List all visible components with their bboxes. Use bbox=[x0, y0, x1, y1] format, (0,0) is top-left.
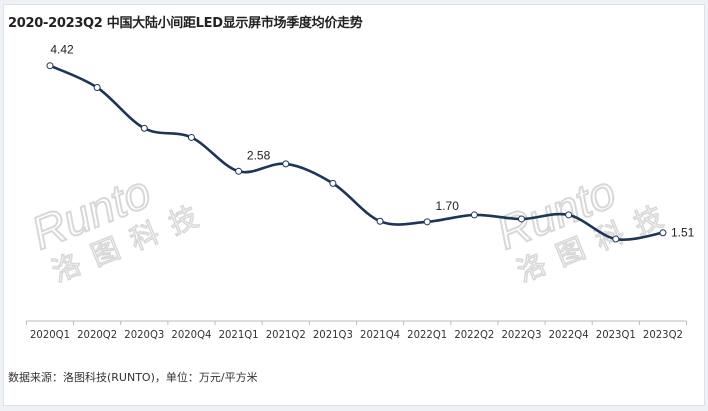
data-point-2021Q1 bbox=[235, 167, 243, 175]
x-tick-label: 2020Q4 bbox=[171, 328, 211, 341]
x-tick-label: 2020Q1 bbox=[30, 328, 70, 341]
data-point-2020Q4 bbox=[187, 133, 195, 141]
data-point-2022Q4 bbox=[565, 211, 573, 219]
x-tick-label: 2021Q2 bbox=[266, 328, 306, 341]
data-point-2023Q2 bbox=[659, 229, 667, 237]
chart-card bbox=[3, 4, 705, 406]
data-point-2020Q3 bbox=[140, 124, 148, 132]
data-source-note: 数据来源：洛图科技(RUNTO)，单位：万元/平方米 bbox=[8, 371, 258, 384]
x-tick-label: 2022Q1 bbox=[407, 328, 447, 341]
data-point-2020Q2 bbox=[93, 84, 101, 92]
x-tick-label: 2021Q3 bbox=[313, 328, 353, 341]
data-label: 2.58 bbox=[247, 148, 271, 162]
x-tick-label: 2021Q4 bbox=[360, 328, 400, 341]
data-label: 4.42 bbox=[50, 43, 74, 57]
data-point-2023Q1 bbox=[612, 235, 620, 243]
x-tick-label: 2022Q2 bbox=[454, 328, 494, 341]
x-tick-label: 2022Q4 bbox=[549, 328, 589, 341]
data-point-2022Q2 bbox=[470, 211, 478, 219]
x-tick-label: 2023Q2 bbox=[643, 328, 683, 341]
x-tick-label: 2020Q3 bbox=[124, 328, 164, 341]
data-point-2021Q2 bbox=[282, 160, 290, 168]
data-label: 1.51 bbox=[671, 226, 695, 240]
data-point-2022Q3 bbox=[518, 215, 525, 223]
x-tick-label: 2023Q1 bbox=[596, 328, 636, 341]
data-point-2021Q3 bbox=[329, 179, 337, 187]
x-tick-label: 2022Q3 bbox=[502, 328, 542, 341]
data-point-2021Q4 bbox=[376, 217, 384, 225]
series-line bbox=[49, 64, 664, 241]
chart-title: 2020-2023Q2 中国大陆小间距LED显示屏市场季度均价走势 bbox=[8, 16, 363, 31]
data-point-2020Q1 bbox=[46, 62, 54, 70]
x-tick-label: 2020Q2 bbox=[77, 328, 117, 341]
x-tick-label: 2021Q1 bbox=[219, 328, 259, 341]
data-point-2022Q1 bbox=[423, 218, 431, 226]
data-label: 1.70 bbox=[436, 199, 460, 213]
